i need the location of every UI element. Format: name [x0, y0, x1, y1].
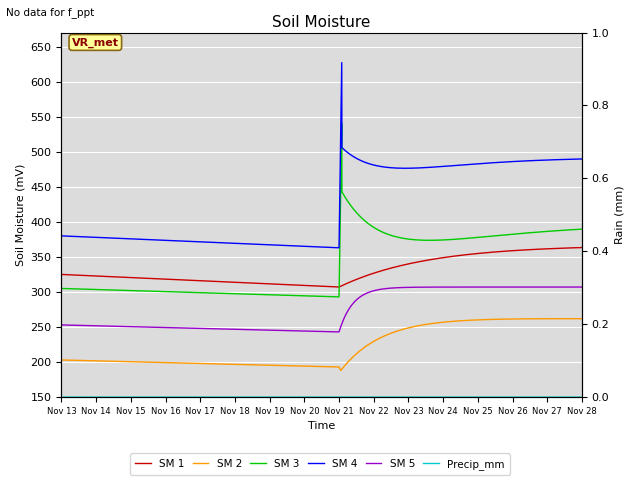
Legend: SM 1, SM 2, SM 3, SM 4, SM 5, Precip_mm: SM 1, SM 2, SM 3, SM 4, SM 5, Precip_mm	[130, 454, 510, 475]
Title: Soil Moisture: Soil Moisture	[273, 15, 371, 30]
Y-axis label: Soil Moisture (mV): Soil Moisture (mV)	[15, 164, 25, 266]
Text: VR_met: VR_met	[72, 37, 119, 48]
Y-axis label: Rain (mm): Rain (mm)	[615, 186, 625, 244]
Text: No data for f_ppt: No data for f_ppt	[6, 7, 95, 18]
X-axis label: Time: Time	[308, 421, 335, 432]
